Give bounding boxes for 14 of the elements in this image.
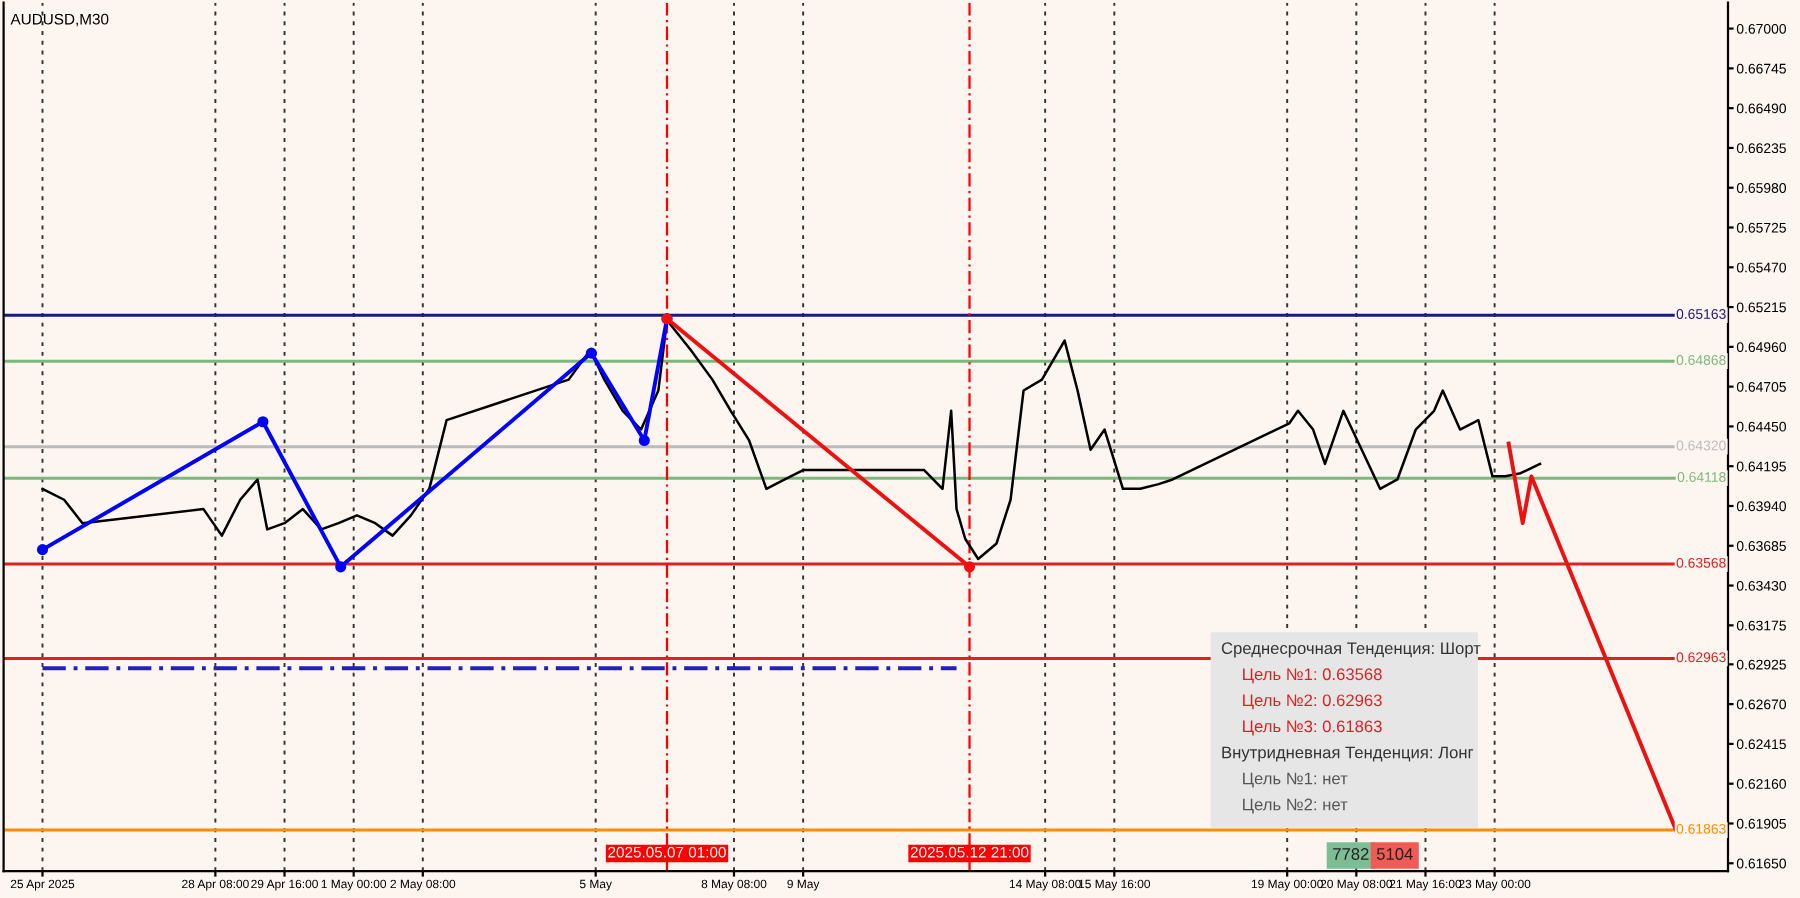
annotation: Внутридневная Тенденция: Лонг — [1222, 746, 1474, 762]
annotation: 5104 — [1376, 848, 1413, 860]
point — [257, 416, 269, 428]
annotation: Цель №3: 0.61863 — [1243, 720, 1382, 736]
annotation: 7782 — [1333, 848, 1369, 860]
annotation: Цель №2: 0.62963 — [1243, 694, 1382, 710]
point — [36, 544, 49, 556]
point — [335, 561, 347, 573]
annotation: Цель №1: нет — [1243, 772, 1348, 788]
point — [585, 347, 597, 359]
point — [963, 561, 976, 573]
annotation: Среднесрочная Тенденция: Шорт — [1221, 642, 1481, 658]
annotation: Цель №2: нет — [1243, 798, 1348, 814]
annotation: Цель №1: 0.63568 — [1243, 668, 1382, 684]
